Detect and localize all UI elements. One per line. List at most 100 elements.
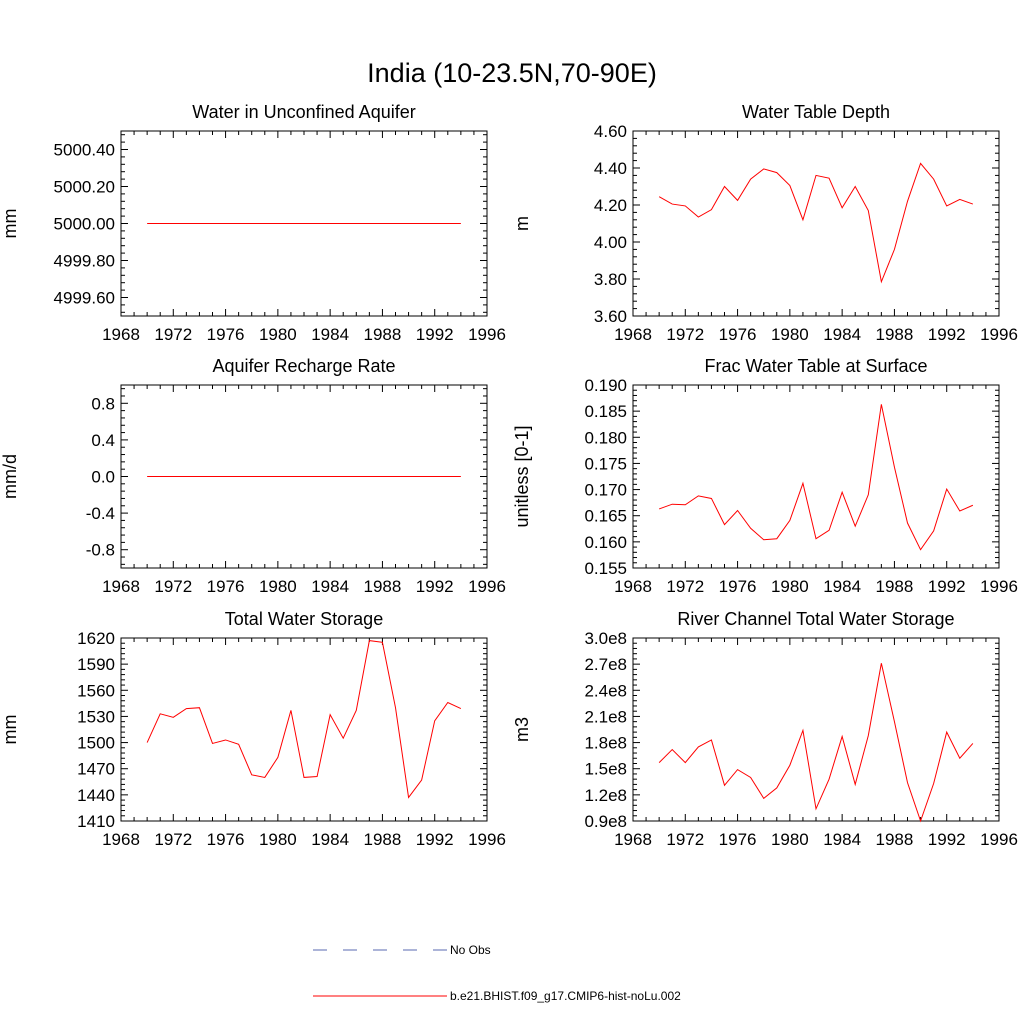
y-tick-label: 0.160 [584,533,627,552]
x-tick-label: 1996 [468,325,506,344]
y-axis-label: mm [0,209,20,239]
y-tick-label: 1.8e8 [584,734,627,753]
x-tick-label: 1972 [154,577,192,596]
y-tick-label: 1440 [77,786,115,805]
y-tick-label: 0.170 [584,481,627,500]
panel-title: Frac Water Table at Surface [704,356,927,376]
legend-label-no-obs: No Obs [450,943,491,957]
x-tick-label: 1980 [771,577,809,596]
y-tick-label: 0.9e8 [584,812,627,831]
y-axis-label: mm [0,715,20,745]
x-tick-label: 1996 [980,577,1018,596]
panel-qcharge: Aquifer Recharge Rate mm/d 1968 1972 1976 198… [0,356,506,596]
x-tick-label: 1972 [154,325,192,344]
x-tick-label: 1968 [102,325,140,344]
y-tick-label: 5000.40 [54,141,115,160]
y-tick-label: 0.190 [584,376,627,395]
x-tick-label: 1992 [928,325,966,344]
y-tick-label: 1500 [77,734,115,753]
x-tick-label: 1988 [364,325,402,344]
panel-tws: Total Water Storage mm 1968 1972 1976 1980 198… [0,609,506,849]
x-tick-label: 1968 [614,325,652,344]
y-tick-label: 1410 [77,812,115,831]
series-line [658,663,974,823]
y-tick-label: 1.5e8 [584,760,627,779]
x-tick-label: 1968 [102,577,140,596]
series-line [658,162,974,284]
x-tick-label: 1984 [823,325,861,344]
x-tick-label: 1988 [876,577,914,596]
y-tick-label: 1620 [77,629,115,648]
panel-title: Total Water Storage [225,609,383,629]
y-tick-label: 1530 [77,707,115,726]
x-tick-label: 1980 [259,325,297,344]
y-tick-label: 5000.00 [54,215,115,234]
y-tick-label: 0.165 [584,507,627,526]
x-tick-label: 1988 [876,325,914,344]
y-tick-label: 2.4e8 [584,681,627,700]
y-tick-label: 1.2e8 [584,786,627,805]
x-tick-label: 1980 [771,830,809,849]
x-tick-label: 1972 [666,325,704,344]
x-tick-label: 1976 [207,325,245,344]
y-tick-label: -0.4 [86,504,115,523]
x-tick-label: 1996 [980,830,1018,849]
x-tick-label: 1988 [364,830,402,849]
x-tick-label: 1980 [771,325,809,344]
panel-title: Aquifer Recharge Rate [212,356,395,376]
y-tick-label: 3.0e8 [584,629,627,648]
x-tick-label: 1968 [614,830,652,849]
y-tick-label: 0.175 [584,454,627,473]
x-tick-label: 1976 [719,830,757,849]
y-axis-label: m3 [512,717,532,742]
x-tick-label: 1984 [823,830,861,849]
y-tick-label: 0.185 [584,402,627,421]
x-tick-label: 1992 [928,577,966,596]
x-tick-label: 1996 [468,830,506,849]
y-axis-label: unitless [0-1] [512,425,532,527]
y-tick-label: 4.20 [594,196,627,215]
x-tick-label: 1992 [928,830,966,849]
y-tick-label: 4999.60 [54,289,115,308]
y-tick-label: 3.60 [594,307,627,326]
x-tick-label: 1992 [416,325,454,344]
y-tick-label: 4.00 [594,233,627,252]
x-tick-label: 1976 [719,325,757,344]
panel-title: Water in Unconfined Aquifer [192,102,415,122]
y-tick-label: 5000.20 [54,178,115,197]
y-tick-label: 2.7e8 [584,655,627,674]
series-line [146,640,462,799]
figure-title: India (10-23.5N,70-90E) [367,58,657,88]
y-tick-label: 4.60 [594,122,627,141]
y-axis-label: m [512,216,532,231]
y-tick-label: -0.8 [86,541,115,560]
x-tick-label: 1984 [311,325,349,344]
y-tick-label: 3.80 [594,270,627,289]
y-tick-label: 1470 [77,760,115,779]
x-tick-label: 1976 [207,830,245,849]
y-tick-label: 0.155 [584,559,627,578]
y-tick-label: 0.180 [584,428,627,447]
y-tick-label: 4999.80 [54,252,115,271]
x-tick-label: 1984 [823,577,861,596]
x-tick-label: 1980 [259,830,297,849]
y-tick-label: 1560 [77,681,115,700]
panel-zwt: Water Table Depth m 1968 1972 1976 1980 1984 19… [512,102,1018,344]
y-tick-label: 4.40 [594,159,627,178]
legend-label-model: b.e21.BHIST.f09_g17.CMIP6-hist-noLu.002 [450,989,681,1003]
y-tick-label: 0.0 [91,468,115,487]
x-tick-label: 1988 [876,830,914,849]
x-tick-label: 1992 [416,577,454,596]
panel-title: River Channel Total Water Storage [677,609,954,629]
panel-wa: Water in Unconfined Aquifer mm 1968 1972 197… [0,102,506,344]
x-tick-label: 1996 [980,325,1018,344]
x-tick-label: 1996 [468,577,506,596]
x-tick-label: 1976 [207,577,245,596]
x-tick-label: 1972 [154,830,192,849]
y-axis-label: mm/d [0,454,20,499]
panel-volr: River Channel Total Water Storage m3 1968 1… [512,609,1018,849]
x-tick-label: 1968 [102,830,140,849]
x-tick-label: 1984 [311,830,349,849]
